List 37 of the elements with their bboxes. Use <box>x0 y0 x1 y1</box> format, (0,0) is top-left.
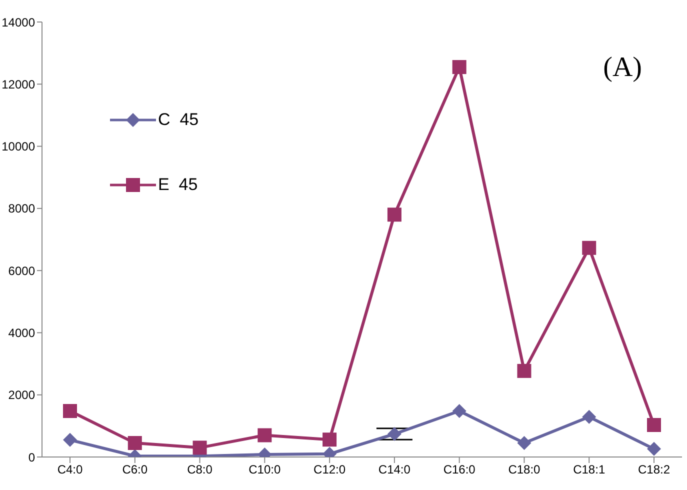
x-tick-label: C4:0 <box>57 462 83 477</box>
point <box>647 442 661 456</box>
y-tick-label: 4000 <box>8 326 36 340</box>
point <box>63 404 77 418</box>
x-tick-label: C8:0 <box>187 462 213 477</box>
point <box>192 440 207 455</box>
y-tick-label: 2000 <box>8 388 36 402</box>
legend-label: E 45 <box>158 175 198 195</box>
point <box>322 432 337 447</box>
y-tick-label: 8000 <box>8 202 36 216</box>
point <box>517 436 532 450</box>
point <box>582 410 596 424</box>
point <box>387 208 402 222</box>
y-tick-label: 6000 <box>8 264 36 278</box>
y-tick-label: 10000 <box>2 140 36 154</box>
y-tick-label: 0 <box>28 450 36 464</box>
legend-label: C 45 <box>158 110 199 130</box>
point <box>258 428 272 442</box>
x-tick-label: C10:0 <box>248 462 281 477</box>
point <box>452 60 466 74</box>
y-tick-label: 12000 <box>2 77 36 92</box>
point <box>63 432 77 447</box>
point <box>647 418 661 432</box>
point <box>582 240 596 255</box>
point <box>128 436 142 450</box>
x-tick-label: C18:1 <box>573 462 606 477</box>
annotation: (A) <box>603 52 642 84</box>
x-tick-label: C16:0 <box>443 462 476 477</box>
x-tick-label: C14:0 <box>378 462 411 477</box>
x-tick-label: C12:0 <box>314 462 346 477</box>
x-tick-label: C6:0 <box>122 462 148 477</box>
x-tick-label: C18:2 <box>638 462 670 477</box>
x-tick-label: C18:0 <box>508 462 541 477</box>
y-tick-label: 14000 <box>2 15 36 30</box>
point <box>452 404 466 418</box>
point <box>387 427 402 442</box>
point <box>517 364 532 378</box>
